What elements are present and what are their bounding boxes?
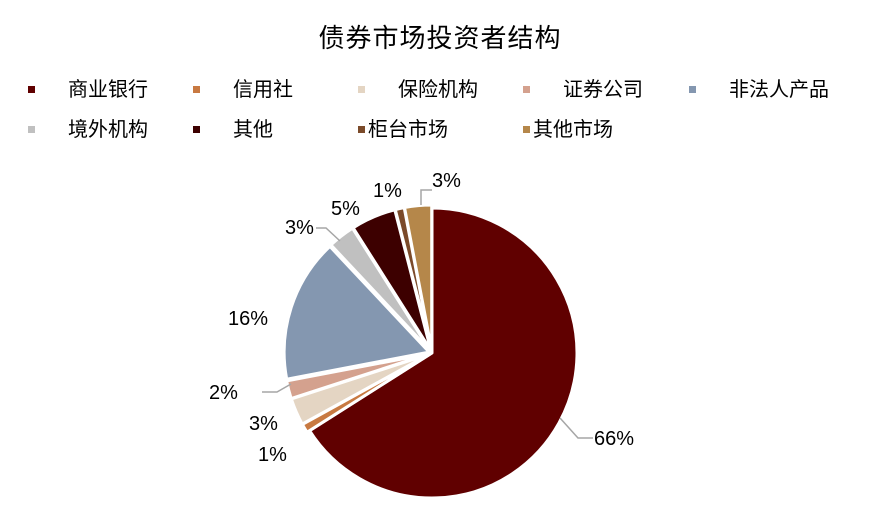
legend-label: 非法人产品 — [729, 77, 829, 101]
legend-swatch-icon — [689, 86, 696, 93]
legend-label: 信用社 — [233, 77, 293, 101]
legend: 商业银行 信用社 保险机构 证券公司 非法人产品 境外机构 其他 柜台市场 其他… — [0, 0, 880, 160]
legend-swatch-icon — [28, 86, 35, 93]
legend-label: 商业银行 — [68, 77, 148, 101]
legend-label: 其他 — [233, 117, 273, 141]
data-label-insurance: 3% — [249, 413, 278, 435]
pie-slice-commercial-bank — [308, 206, 579, 500]
legend-item-other: 其他 — [193, 117, 273, 141]
pie-slice-securities — [285, 352, 431, 401]
legend-item-other-market: 其他市场 — [523, 117, 613, 141]
data-label-foreign: 3% — [285, 217, 314, 239]
legend-swatch-icon — [358, 86, 365, 93]
data-label-non-legal: 16% — [228, 308, 268, 330]
legend-item-securities: 证券公司 — [523, 77, 643, 101]
legend-swatch-icon — [523, 86, 530, 93]
legend-label: 保险机构 — [398, 77, 478, 101]
legend-swatch-icon — [358, 126, 365, 133]
data-labels: 66% 1% 3% 2% 16% 3% 5% 1% 3% — [209, 170, 634, 466]
data-label-other: 5% — [331, 198, 360, 220]
legend-label: 境外机构 — [68, 117, 148, 141]
data-label-counter-market: 1% — [373, 180, 402, 202]
legend-swatch-icon — [193, 126, 200, 133]
legend-item-commercial-bank: 商业银行 — [28, 77, 148, 101]
legend-label: 其他市场 — [533, 117, 613, 141]
legend-item-insurance: 保险机构 — [358, 77, 478, 101]
legend-item-counter-market: 柜台市场 — [358, 117, 448, 141]
legend-item-non-legal-products: 非法人产品 — [689, 77, 829, 101]
legend-label: 证券公司 — [563, 77, 643, 101]
pie-slices — [282, 203, 579, 500]
legend-swatch-icon — [193, 86, 200, 93]
data-label-commercial-bank: 66% — [594, 428, 634, 450]
legend-label: 柜台市场 — [368, 117, 448, 141]
data-label-securities: 2% — [209, 382, 238, 404]
legend-swatch-icon — [523, 126, 530, 133]
legend-item-foreign: 境外机构 — [28, 117, 148, 141]
legend-swatch-icon — [28, 126, 35, 133]
chart-title: 债券市场投资者结构 — [318, 24, 562, 54]
data-label-credit-union: 1% — [258, 444, 287, 466]
leader-lines — [262, 189, 593, 439]
pie-slice-non-legal-products — [282, 244, 431, 381]
legend-item-credit-union: 信用社 — [193, 77, 293, 101]
pie-slice-other-market — [403, 203, 434, 352]
data-label-other-market: 3% — [432, 170, 461, 192]
